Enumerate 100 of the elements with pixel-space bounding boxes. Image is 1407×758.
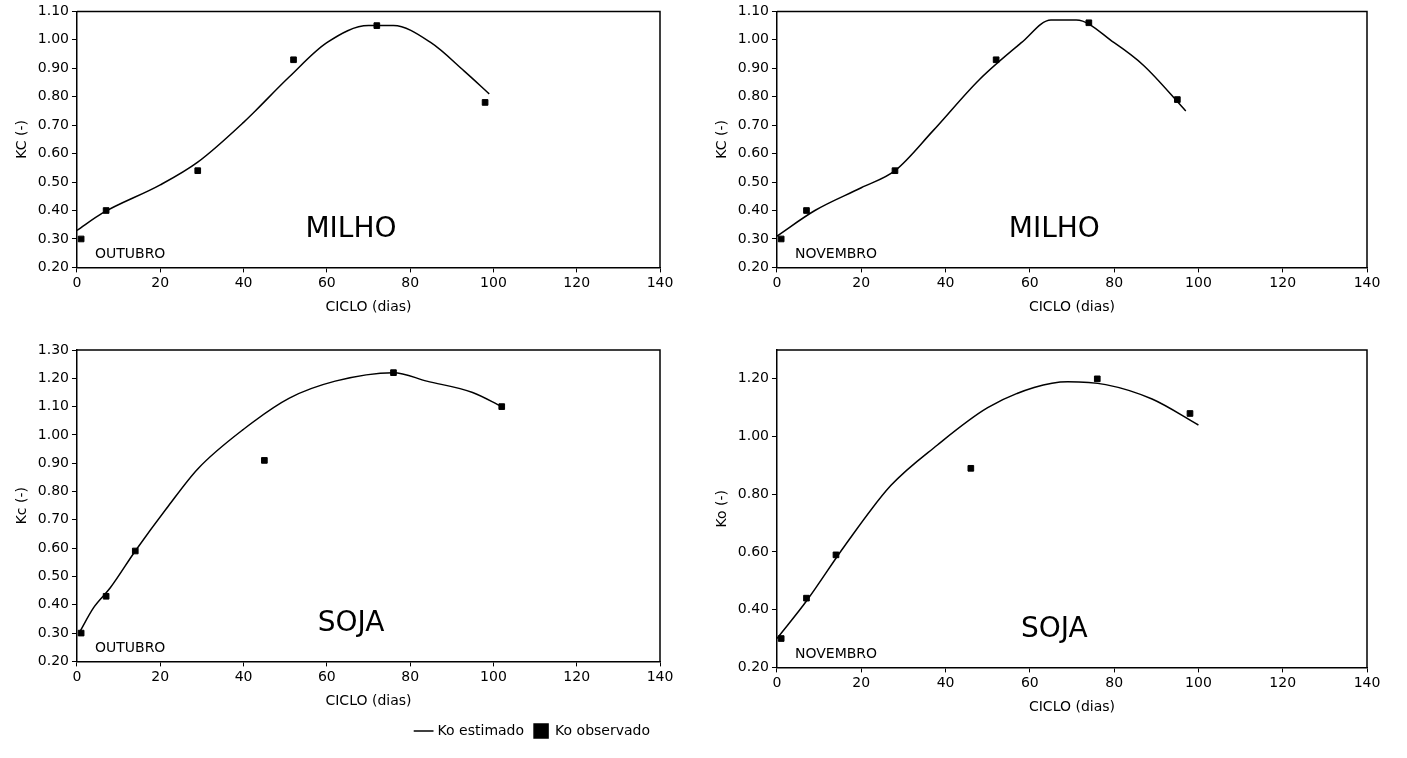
- y-axis-title: Ko (-): [713, 489, 730, 528]
- y-tick-label: 0.80: [737, 484, 769, 501]
- x-tick-label: 0: [772, 674, 782, 691]
- x-tick-label: 60: [1020, 674, 1039, 691]
- x-tick-label: 100: [480, 668, 507, 685]
- annotation: MILHO: [305, 210, 397, 244]
- x-tick-label: 20: [151, 274, 170, 291]
- point: [390, 369, 397, 376]
- point: [102, 592, 110, 600]
- annotation: OUTUBRO: [94, 245, 166, 262]
- point: [777, 635, 785, 642]
- legend-label: Ko estimado: [437, 721, 525, 738]
- x-tick-label: 100: [1185, 674, 1212, 691]
- y-axis-title: KC (-): [13, 120, 30, 159]
- annotation: NOVEMBRO: [794, 245, 878, 262]
- y-tick-label: 1.20: [37, 368, 69, 385]
- x-tick-label: 80: [401, 274, 420, 291]
- x-tick-label: 40: [936, 274, 955, 291]
- x-tick-label: 80: [1105, 674, 1124, 691]
- x-tick-label: 20: [151, 668, 170, 685]
- y-tick-label: 0.40: [737, 201, 769, 218]
- y-tick-label: 0.90: [37, 58, 69, 75]
- point: [194, 167, 202, 175]
- y-tick-label: 0.40: [37, 595, 69, 612]
- y-tick-label: 1.10: [37, 397, 69, 414]
- y-tick-label: 0.20: [737, 658, 769, 675]
- x-tick-label: 60: [317, 668, 336, 685]
- legend-label: Ko observado: [555, 721, 651, 738]
- y-tick-label: 0.40: [737, 600, 769, 617]
- point: [1186, 410, 1194, 417]
- y-tick-label: 0.80: [737, 87, 769, 104]
- point: [967, 464, 975, 472]
- x-axis-title: CICLO (dias): [1028, 298, 1115, 315]
- x-tick-label: 40: [234, 668, 253, 685]
- x-tick-label: 100: [1185, 274, 1212, 291]
- annotation: OUTUBRO: [94, 639, 166, 656]
- x-tick-label: 140: [646, 274, 674, 291]
- point: [77, 235, 85, 243]
- point: [481, 99, 489, 106]
- y-tick-label: 0.80: [37, 87, 69, 104]
- y-tick-label: 1.30: [37, 340, 69, 357]
- x-tick-label: 100: [480, 274, 507, 291]
- x-tick-label: 80: [1105, 274, 1124, 291]
- y-tick-label: 0.30: [737, 229, 769, 246]
- y-tick-label: 0.70: [37, 115, 69, 132]
- y-tick-label: 0.60: [37, 144, 69, 161]
- y-tick-label: 0.20: [37, 652, 69, 669]
- y-tick-label: 0.90: [737, 58, 769, 75]
- x-tick-label: 120: [1269, 274, 1297, 291]
- point: [803, 207, 810, 214]
- x-tick-label: 40: [234, 274, 253, 291]
- y-tick-label: 0.70: [737, 115, 769, 132]
- y-tick-label: 0.50: [737, 172, 769, 189]
- y-tick-label: 0.70: [37, 510, 69, 527]
- x-axis-title: CICLO (dias): [325, 298, 412, 315]
- point: [498, 403, 506, 410]
- x-tick-label: 120: [1269, 674, 1297, 691]
- y-tick-label: 0.90: [37, 453, 69, 470]
- y-tick-label: 0.60: [737, 144, 769, 161]
- x-tick-label: 0: [72, 274, 82, 291]
- x-axis-title: CICLO (dias): [1028, 698, 1115, 715]
- y-tick-label: 0.50: [37, 172, 69, 189]
- y-tick-label: 1.00: [737, 427, 769, 444]
- y-axis-title: KC (-): [713, 120, 730, 159]
- point: [1093, 375, 1101, 383]
- annotation: MILHO: [1008, 210, 1100, 244]
- x-tick-label: 20: [852, 274, 871, 291]
- x-tick-label: 20: [852, 674, 871, 691]
- point: [832, 551, 840, 559]
- x-tick-label: 80: [401, 668, 420, 685]
- point: [290, 56, 297, 64]
- y-tick-label: 0.20: [737, 258, 769, 275]
- annotation: NOVEMBRO: [794, 645, 878, 662]
- x-tick-label: 120: [563, 668, 591, 685]
- point: [261, 457, 268, 464]
- x-tick-label: 40: [936, 674, 955, 691]
- y-tick-label: 1.00: [737, 30, 769, 47]
- y-tick-label: 0.60: [37, 538, 69, 555]
- x-tick-label: 120: [563, 274, 591, 291]
- annotation: SOJA: [1020, 610, 1088, 644]
- x-tick-label: 0: [772, 274, 782, 291]
- y-tick-label: 0.80: [37, 482, 69, 499]
- y-tick-label: 0.60: [737, 542, 769, 559]
- y-tick-label: 0.30: [37, 229, 69, 246]
- point: [992, 56, 1000, 64]
- x-tick-label: 140: [1353, 274, 1381, 291]
- x-axis-title: CICLO (dias): [325, 692, 412, 709]
- x-tick-label: 140: [646, 668, 674, 685]
- x-tick-label: 60: [1020, 274, 1039, 291]
- x-tick-label: 60: [317, 274, 336, 291]
- y-tick-label: 0.20: [37, 258, 69, 275]
- y-tick-label: 1.10: [37, 2, 69, 19]
- y-tick-label: 1.00: [37, 30, 69, 47]
- y-tick-label: 0.50: [37, 567, 69, 584]
- y-tick-label: 0.30: [37, 623, 69, 640]
- point: [77, 629, 85, 637]
- y-axis-title: Kc (-): [13, 487, 30, 525]
- x-tick-label: 140: [1353, 674, 1381, 691]
- y-tick-label: 1.10: [737, 2, 769, 19]
- point: [373, 22, 381, 29]
